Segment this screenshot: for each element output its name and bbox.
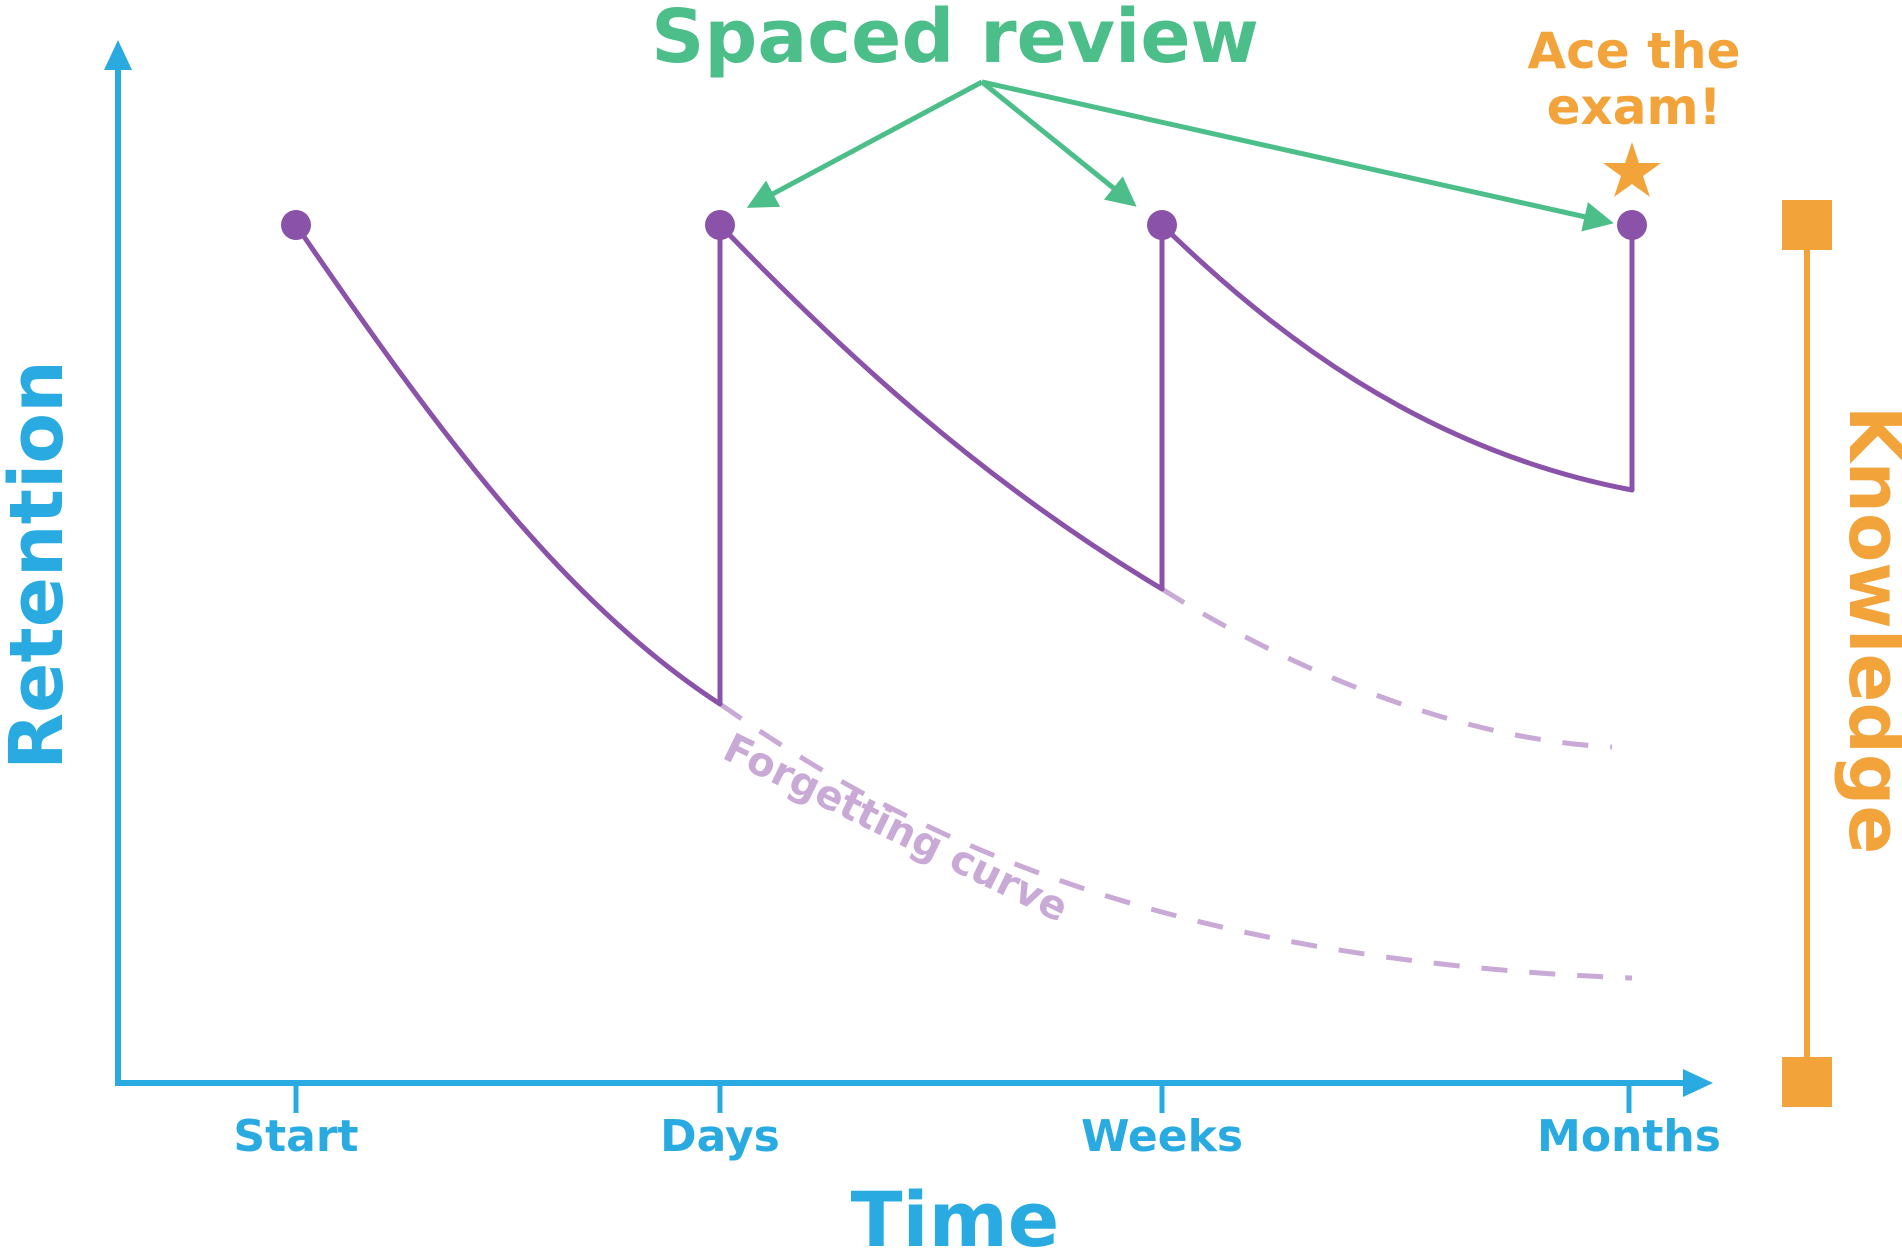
review-points: [281, 210, 1647, 240]
dot-icon: [281, 210, 311, 240]
dot-icon: [1617, 210, 1647, 240]
spaced-review-arrows: [746, 79, 1614, 232]
x-axis-arrowhead: [1683, 1069, 1713, 1097]
star-icon: [1603, 142, 1661, 197]
tick-label-days: Days: [660, 1111, 780, 1162]
arrow-to-months: [981, 79, 1614, 232]
spaced-review-title: Spaced review: [651, 0, 1259, 80]
tick-label-weeks: Weeks: [1081, 1111, 1243, 1162]
dot-icon: [705, 210, 735, 240]
square-icon: [1782, 1057, 1832, 1107]
forgetting-curves-dashed: [718, 586, 1633, 981]
x-axis-title: Time: [851, 1175, 1060, 1249]
forgetting-curve-after-weeks: [1160, 586, 1613, 750]
forgetting-curve-label: Forgetting curve: [716, 725, 1075, 932]
ace-the-exam-line-1: Ace the: [1527, 22, 1740, 80]
y-axis-arrowhead: [104, 40, 132, 70]
arrow-to-days: [746, 79, 984, 208]
tick-label-start: Start: [233, 1111, 358, 1162]
forgetting-curve-after-days: [718, 701, 1633, 981]
arrow-to-weeks: [980, 80, 1137, 207]
knowledge-label: Knowledge: [1833, 406, 1902, 854]
axes: [115, 65, 1690, 1086]
y-axis-title: Retention: [0, 360, 80, 770]
knowledge-scale: [1782, 200, 1832, 1107]
square-icon: [1782, 200, 1832, 250]
dot-icon: [1147, 210, 1177, 240]
retention-curve: [293, 222, 1635, 707]
ace-the-exam-line-2: exam!: [1547, 78, 1722, 136]
tick-label-months: Months: [1537, 1111, 1721, 1162]
x-ticks: [293, 1083, 1632, 1113]
